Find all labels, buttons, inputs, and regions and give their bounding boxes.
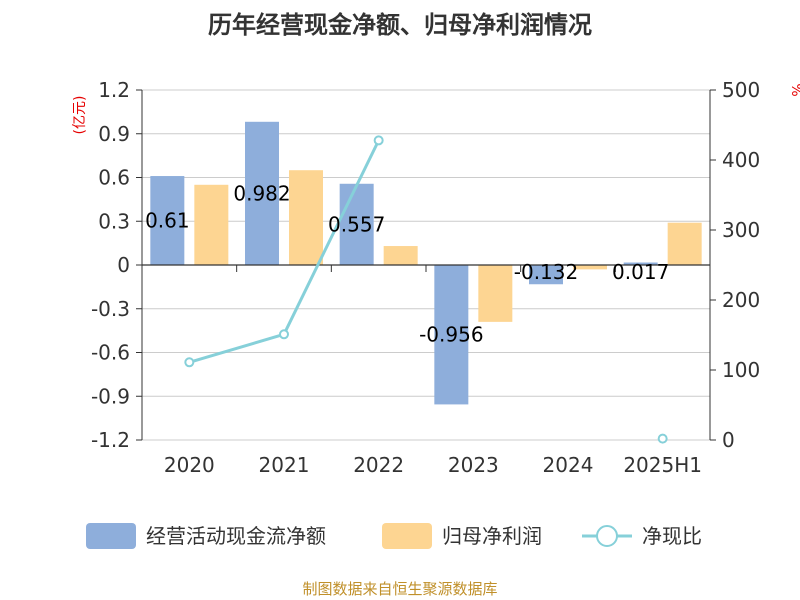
y-left-tick-label: -0.6	[91, 341, 130, 365]
legend-label-ratio: 净现比	[642, 524, 702, 548]
legend-swatch-ratio-point	[596, 525, 618, 547]
net-profit-bar	[194, 184, 229, 265]
y-left-unit: (亿元)	[72, 96, 88, 135]
y-left-tick-label: 0	[117, 253, 130, 277]
cash-flow-bar	[150, 176, 185, 265]
y-left-tick-label: -1.2	[91, 428, 130, 452]
y-right-tick-label: 500	[722, 78, 760, 102]
cash-flow-bar	[339, 183, 374, 265]
y-left-tick-label: -0.9	[91, 384, 130, 408]
x-tick-label: 2023	[448, 453, 499, 477]
cash-flow-data-label: 0.982	[233, 181, 290, 205]
y-left-tick-label: 1.2	[98, 78, 130, 102]
y-right-tick-label: 0	[722, 428, 735, 452]
x-tick-label: 2020	[164, 453, 215, 477]
y-right-tick-label: 300	[722, 218, 760, 242]
ratio-point	[184, 357, 195, 368]
x-tick-label: 2021	[259, 453, 310, 477]
y-left-tick-label: 0.3	[98, 209, 130, 233]
net-profit-bar	[289, 170, 323, 265]
x-tick-label: 2025H1	[623, 453, 702, 477]
cash-flow-data-label: -0.132	[514, 260, 578, 284]
axes: 1.2 0.9 0.6 0.3 0 -0.3 -0.6 -0.9 -1.2 500 400 300 20…	[91, 78, 760, 477]
cash-flow-bar	[434, 265, 469, 405]
source-note: 制图数据来自恒生聚源数据库	[302, 580, 497, 598]
legend-swatch-cash	[86, 523, 136, 549]
ratio-point	[657, 433, 668, 444]
legend-label-profit: 归母净利润	[442, 524, 542, 548]
cash-flow-bar	[529, 265, 563, 285]
y-right-tick-label: 400	[722, 148, 760, 172]
net-profit-bar	[383, 246, 418, 265]
bars	[150, 121, 702, 405]
cash-flow-data-label: 0.61	[145, 209, 190, 233]
ratio-line-segment	[188, 332, 285, 364]
x-tick-label: 2024	[543, 453, 594, 477]
net-profit-bar	[478, 265, 513, 322]
y-right-tick-label: 200	[722, 288, 760, 312]
cash-flow-data-label: 0.017	[612, 260, 669, 284]
y-left-tick-label: 0.6	[98, 166, 130, 190]
x-tick-label: 2022	[353, 453, 404, 477]
y-left-tick-label: -0.3	[91, 297, 130, 321]
data-labels: 0.61 0.982 0.557 -0.956 -0.132 0.017	[145, 181, 669, 346]
net-profit-bar	[667, 222, 702, 265]
ratio-line-segment	[282, 139, 381, 335]
legend: 经营活动现金流净额 归母净利润 净现比	[86, 523, 702, 549]
y-right-tick-label: 100	[722, 358, 760, 382]
ratio-point	[373, 135, 384, 146]
y-right-unit: %	[788, 83, 800, 96]
legend-label-cash: 经营活动现金流净额	[146, 524, 326, 548]
cash-flow-data-label: 0.557	[328, 212, 385, 236]
chart-title: 历年经营现金净额、归母净利润情况	[208, 11, 592, 39]
y-left-tick-label: 0.9	[98, 122, 130, 146]
cash-flow-bar	[245, 121, 279, 266]
legend-swatch-profit	[382, 523, 432, 549]
cash-flow-bar	[623, 262, 658, 265]
net-profit-bar	[573, 265, 607, 270]
ratio-point	[279, 329, 289, 340]
ratio-line	[184, 135, 668, 444]
cash-flow-data-label: -0.956	[419, 323, 483, 347]
